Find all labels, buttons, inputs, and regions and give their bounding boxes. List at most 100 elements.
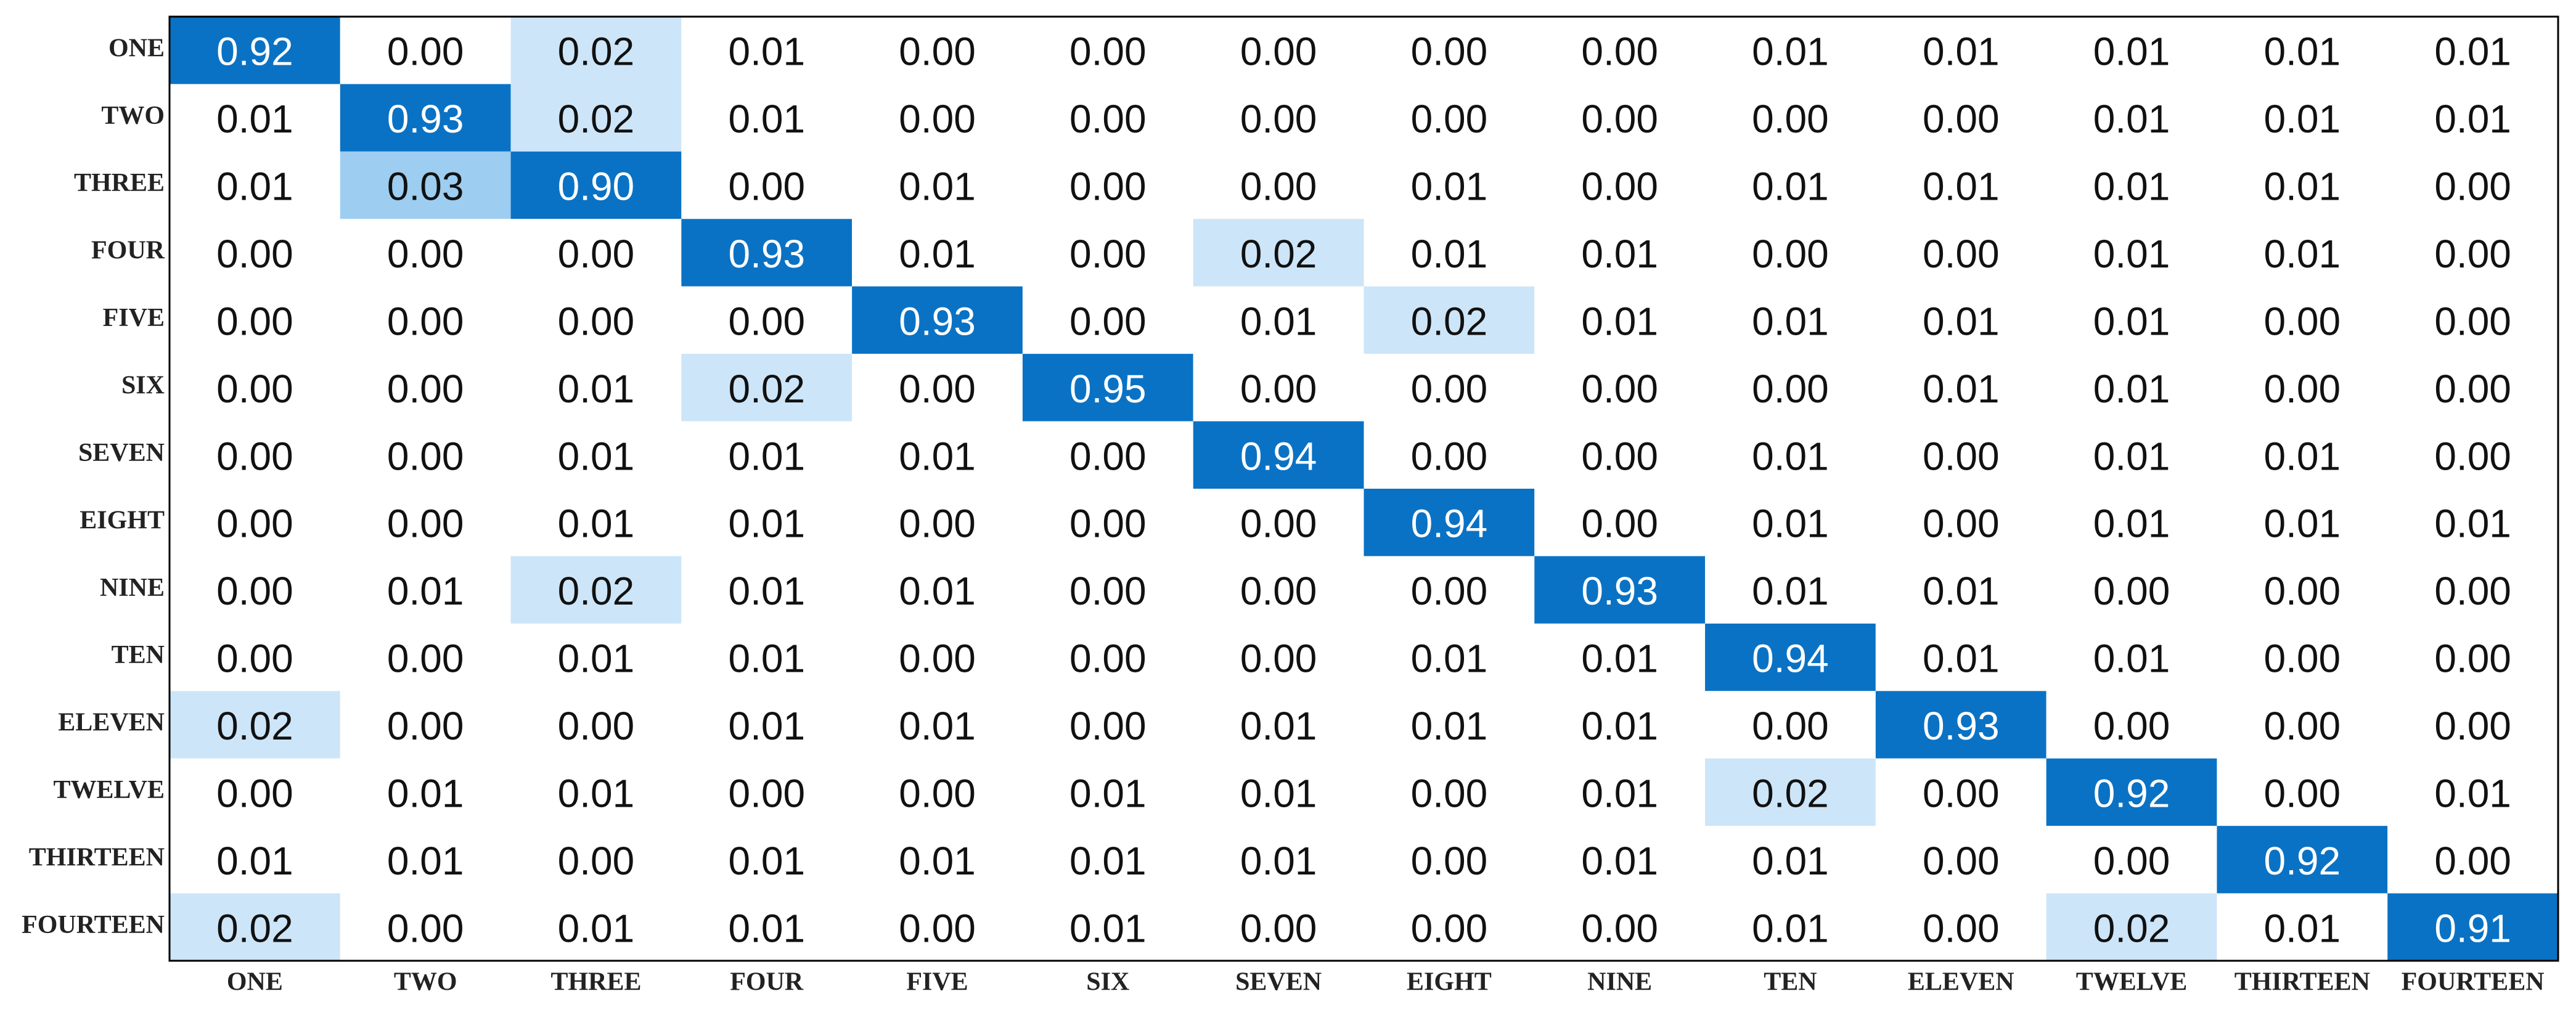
heatmap-cell — [681, 151, 853, 219]
cell-label: 0.00 — [1923, 906, 2000, 950]
cell-label: 0.00 — [1069, 569, 1147, 613]
cell-label: 0.00 — [728, 299, 805, 343]
heatmap-cell — [2217, 556, 2388, 624]
cell-label: 0.00 — [1581, 502, 1658, 546]
heatmap-cell — [1705, 151, 1876, 219]
heatmap-cell — [170, 421, 340, 489]
cell-label: 0.00 — [1923, 434, 2000, 478]
cell-label: 0.00 — [2264, 367, 2341, 411]
cell-label: 0.02 — [216, 906, 293, 950]
heatmap-cell — [1875, 151, 2046, 219]
heatmap-cell — [1534, 556, 1706, 624]
heatmap-cell — [1534, 219, 1706, 287]
cell-label: 0.00 — [558, 232, 635, 276]
heatmap-cell — [340, 219, 511, 287]
heatmap-cell — [1193, 826, 1364, 894]
cell-label: 0.00 — [2264, 299, 2341, 343]
cell-label: 0.01 — [1240, 771, 1317, 815]
heatmap-cell — [2217, 893, 2388, 961]
cell-label: 0.00 — [1240, 165, 1317, 209]
heatmap-cell — [170, 17, 340, 84]
heatmap-cell — [510, 286, 682, 354]
cell-label: 0.01 — [1752, 30, 1829, 74]
heatmap-cell — [1022, 219, 1193, 287]
cell-label: 0.01 — [1240, 839, 1317, 883]
cell-label: 0.00 — [899, 97, 976, 141]
heatmap-cell — [2387, 623, 2558, 691]
cell-label: 0.01 — [2093, 367, 2170, 411]
cell-label: 0.00 — [2093, 569, 2170, 613]
cell-label: 0.01 — [2093, 232, 2170, 276]
heatmap-cell — [2046, 151, 2217, 219]
heatmap-cell — [2387, 691, 2558, 759]
heatmap-cell — [1022, 556, 1193, 624]
heatmap-cell — [681, 691, 853, 759]
cell-label: 0.00 — [1069, 97, 1147, 141]
cell-label: 0.00 — [899, 367, 976, 411]
cell-label: 0.01 — [2093, 97, 2170, 141]
cell-label: 0.93 — [1923, 704, 2000, 748]
heatmap-cell — [1364, 623, 1535, 691]
heatmap-cell — [510, 421, 682, 489]
heatmap-cell — [681, 826, 853, 894]
heatmap-cell — [1534, 691, 1706, 759]
cell-label: 0.01 — [558, 434, 635, 478]
cell-label: 0.00 — [2434, 704, 2511, 748]
heatmap-cell — [510, 84, 682, 152]
heatmap-cell — [1364, 691, 1535, 759]
cell-label: 0.00 — [387, 704, 464, 748]
heatmap-cell — [2217, 421, 2388, 489]
cell-label: 0.00 — [2434, 839, 2511, 883]
heatmap-cell — [1193, 556, 1364, 624]
heatmap-cell — [2387, 286, 2558, 354]
heatmap-cell — [1875, 354, 2046, 422]
heatmap-cell — [1875, 758, 2046, 826]
heatmap-cell — [1534, 17, 1706, 84]
heatmap-cell — [170, 286, 340, 354]
cell-label: 0.01 — [1240, 299, 1317, 343]
cell-label: 0.00 — [1581, 906, 1658, 950]
cell-label: 0.00 — [899, 637, 976, 681]
cell-label: 0.01 — [899, 434, 976, 478]
cell-label: 0.02 — [728, 367, 805, 411]
heatmap-cell — [170, 691, 340, 759]
heatmap-cell — [1705, 17, 1876, 84]
heatmap-cell — [510, 489, 682, 556]
cell-label: 0.01 — [899, 839, 976, 883]
heatmap-cell — [2387, 758, 2558, 826]
heatmap-cell — [340, 826, 511, 894]
heatmap-cell — [2217, 151, 2388, 219]
heatmap-cell — [852, 84, 1023, 152]
cell-label: 0.00 — [1581, 434, 1658, 478]
heatmap-cell — [852, 623, 1023, 691]
cell-label: 0.00 — [216, 367, 293, 411]
heatmap-cell — [852, 421, 1023, 489]
cell-label: 0.01 — [728, 637, 805, 681]
heatmap-cell — [170, 84, 340, 152]
heatmap-cell — [2046, 893, 2217, 961]
heatmap-cell — [340, 354, 511, 422]
cell-label: 0.01 — [2093, 30, 2170, 74]
heatmap-cell — [681, 84, 853, 152]
heatmap-cell — [510, 758, 682, 826]
cell-label: 0.00 — [1069, 704, 1147, 748]
cell-label: 0.01 — [2264, 502, 2341, 546]
heatmap-cell — [1193, 219, 1364, 287]
heatmap-cell — [340, 84, 511, 152]
heatmap-cell — [1193, 758, 1364, 826]
cell-label: 0.00 — [1240, 569, 1317, 613]
column-label: SIX — [1086, 968, 1129, 997]
heatmap-cell — [1705, 489, 1876, 556]
cell-label: 0.00 — [216, 637, 293, 681]
heatmap-cell — [2387, 489, 2558, 556]
heatmap-cell — [2217, 17, 2388, 84]
cell-label: 0.01 — [1923, 299, 2000, 343]
heatmap-cell — [1022, 286, 1193, 354]
heatmap-cell — [510, 151, 682, 219]
cell-label: 0.01 — [1752, 299, 1829, 343]
heatmap-cell — [170, 556, 340, 624]
cell-label: 0.00 — [2434, 569, 2511, 613]
heatmap-cell — [1534, 623, 1706, 691]
heatmap-cell — [2387, 219, 2558, 287]
heatmap-cell — [170, 151, 340, 219]
